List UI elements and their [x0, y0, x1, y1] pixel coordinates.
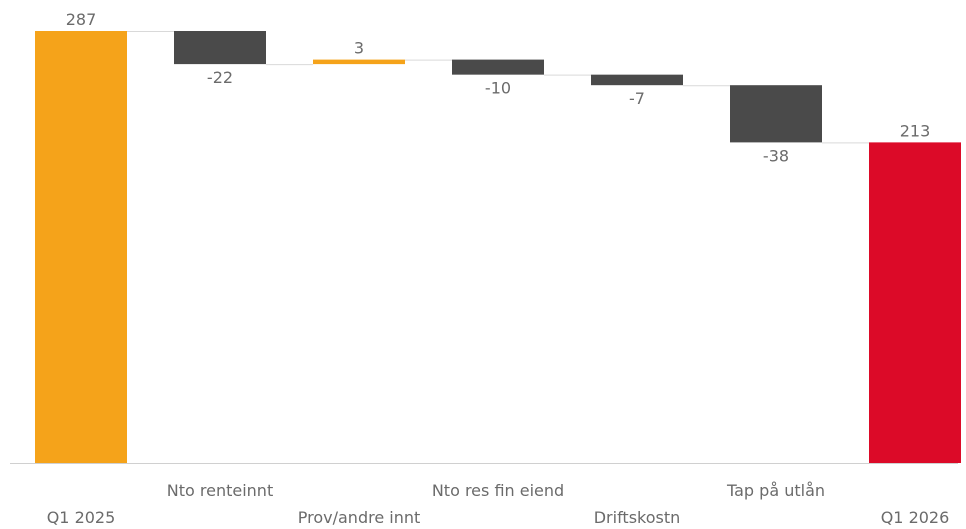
- value-label: -22: [207, 68, 233, 87]
- value-label: -7: [629, 89, 645, 108]
- category-labels-group: Q1 2025 Nto renteinnt Prov/andre innt Nto r…: [47, 481, 950, 527]
- bar-nto-renteinnt: [174, 31, 266, 65]
- bars-group: [35, 31, 961, 463]
- category-label: Nto res fin eiend: [432, 481, 564, 500]
- value-labels-group: 287 -22 3 -10 -7 -38 213: [66, 10, 931, 165]
- category-label: Prov/andre innt: [298, 508, 421, 527]
- category-label: Driftskostn: [594, 508, 681, 527]
- value-label: 287: [66, 10, 97, 29]
- bar-nto-res-fin-eiend: [452, 59, 544, 75]
- category-label: Nto renteinnt: [167, 481, 273, 500]
- value-label: -38: [763, 146, 789, 165]
- bar-q1-2025: [35, 31, 127, 463]
- bar-q1-2026: [869, 142, 961, 463]
- connector-lines: [127, 31, 869, 144]
- category-label: Q1 2026: [881, 508, 950, 527]
- value-label: 3: [354, 39, 364, 58]
- bar-tap-p-utl-n: [730, 85, 822, 143]
- bar-driftskostn: [591, 74, 683, 86]
- category-label: Tap på utlån: [726, 481, 825, 500]
- value-label: -10: [485, 79, 511, 98]
- category-label: Q1 2025: [47, 508, 116, 527]
- bar-prov-andre-innt: [313, 59, 405, 65]
- value-label: 213: [900, 121, 931, 140]
